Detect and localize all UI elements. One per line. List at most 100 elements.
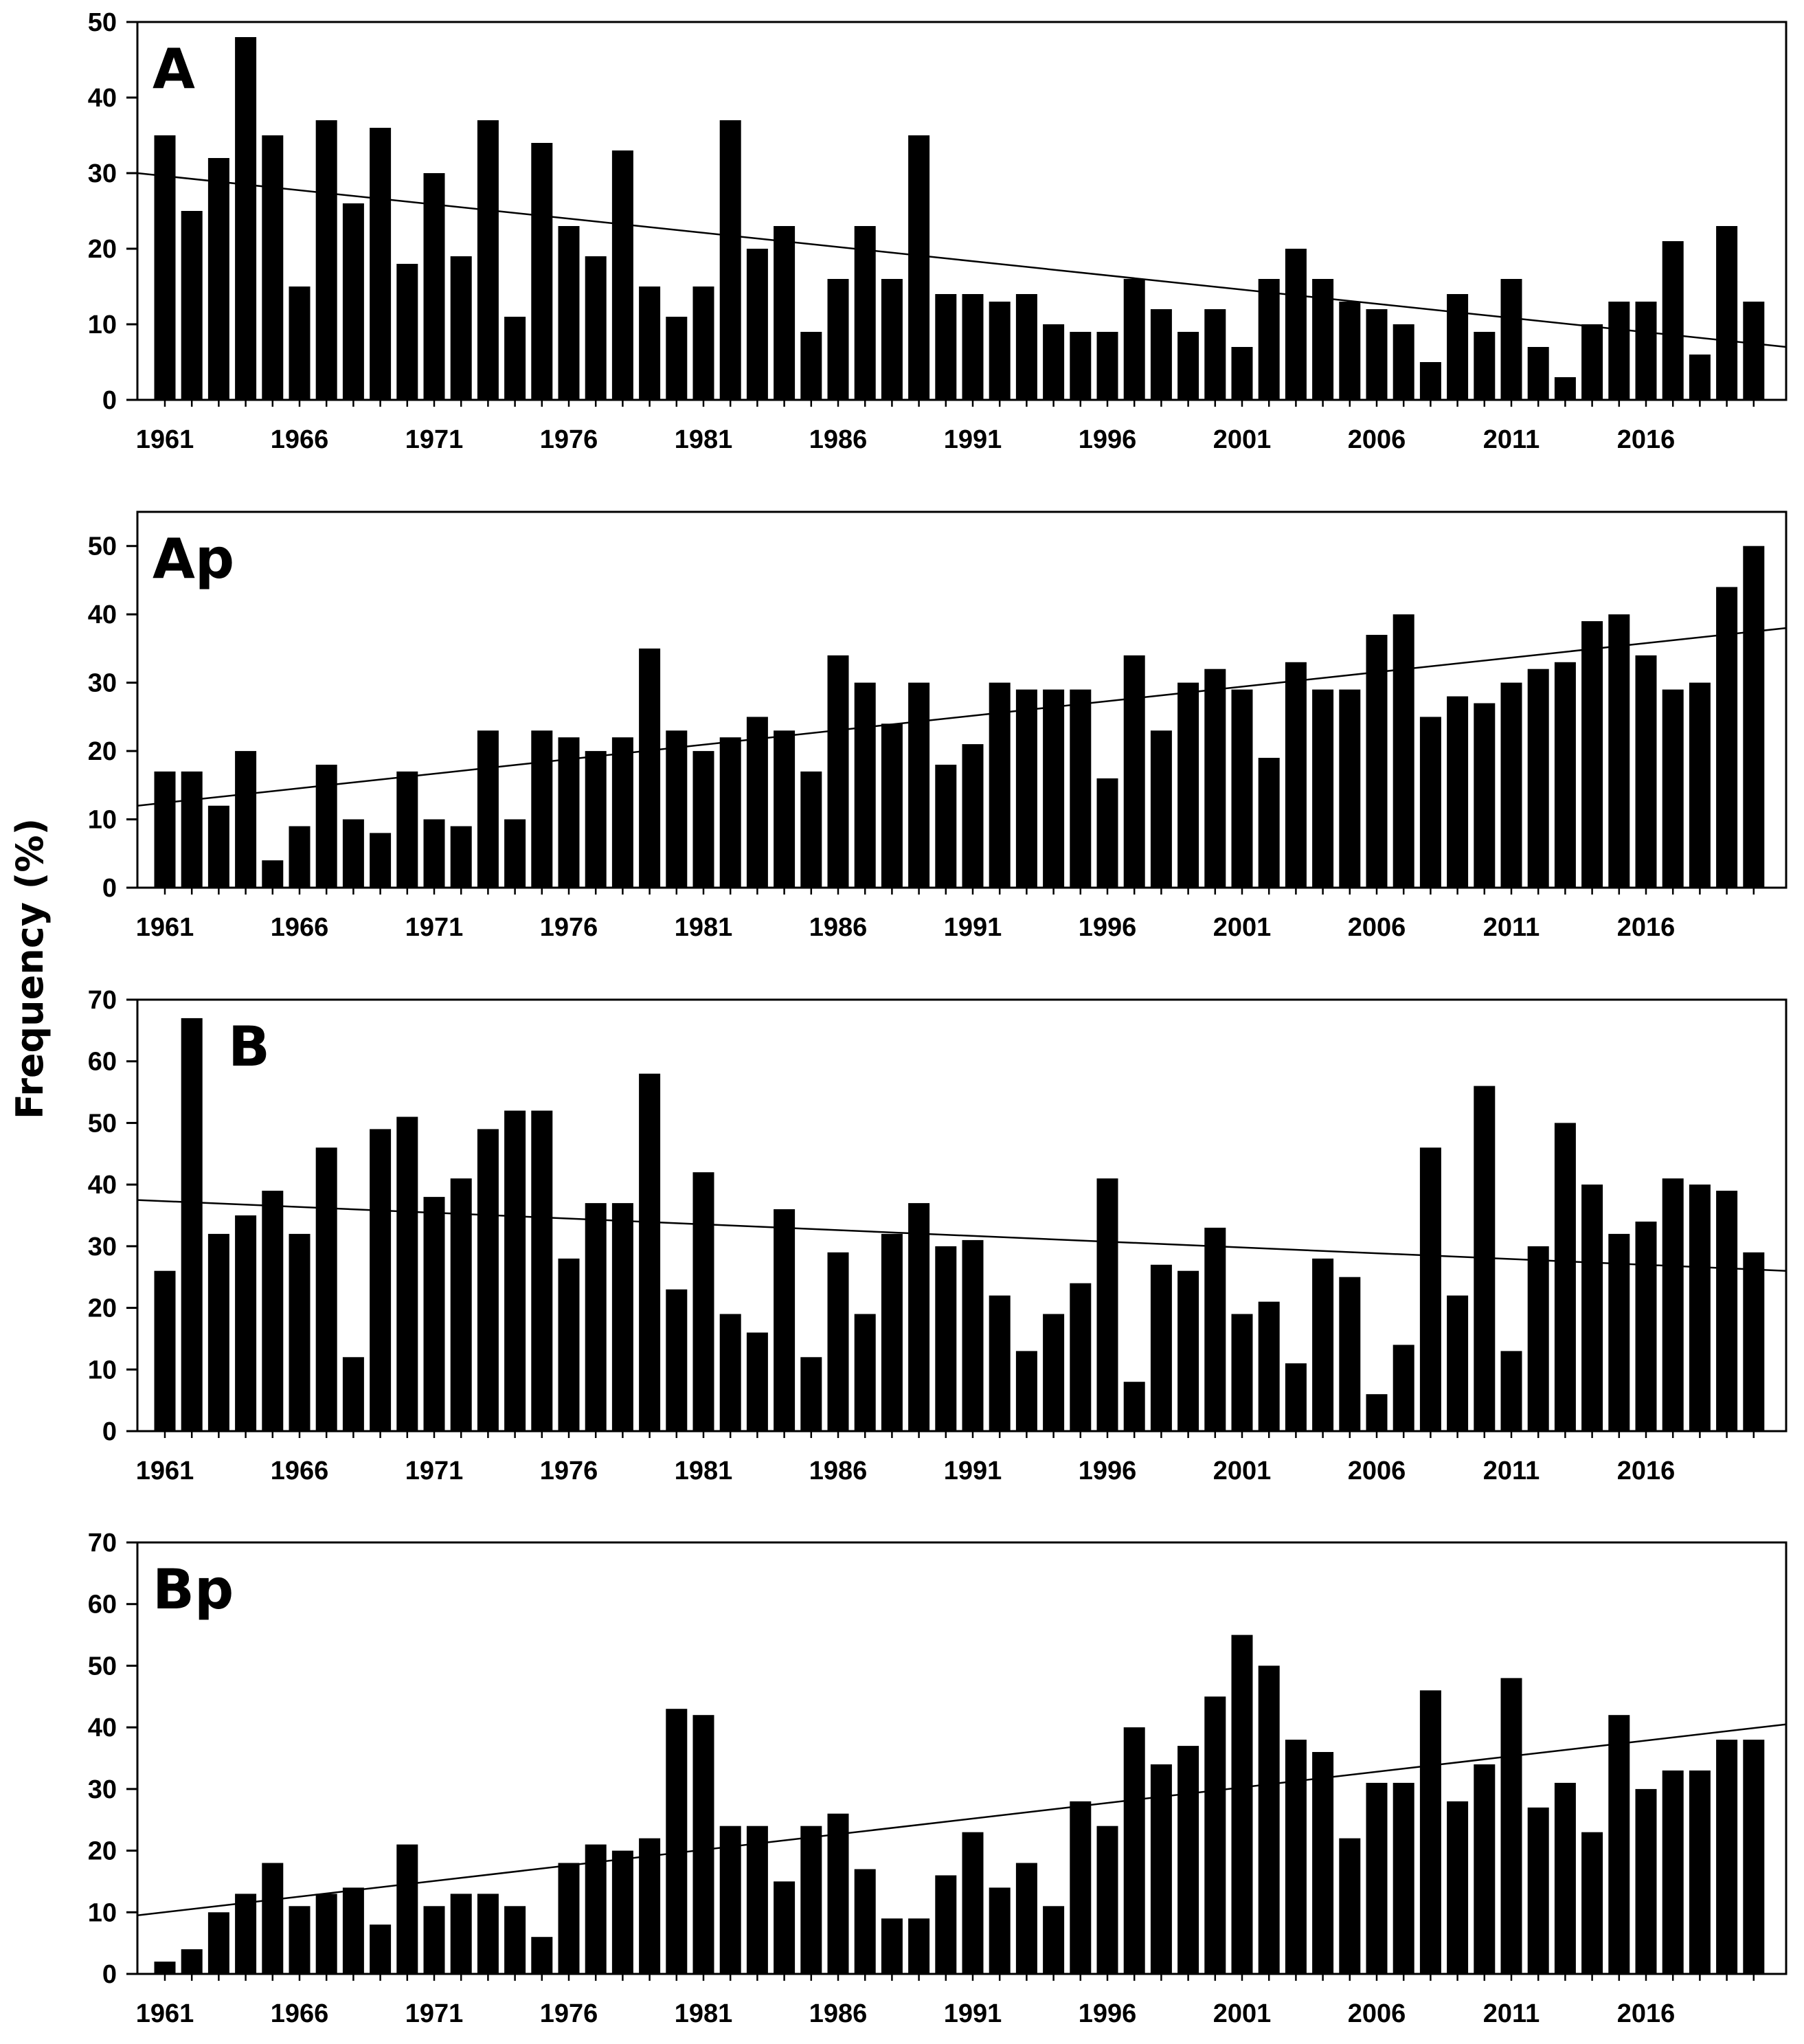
bar-2000 <box>1204 669 1226 888</box>
bar-1973 <box>477 730 499 888</box>
bar-2005 <box>1339 302 1361 400</box>
x-tick-label: 1961 <box>136 1457 194 1485</box>
bar-1962 <box>181 771 203 888</box>
bar-1966 <box>289 1233 311 1431</box>
x-tick-label: 1981 <box>675 1999 733 2028</box>
bar-1969 <box>370 128 392 400</box>
bar-1985 <box>800 1826 822 1974</box>
bar-1982 <box>719 737 741 888</box>
bar-2000 <box>1204 1227 1226 1431</box>
bar-1983 <box>746 1332 768 1431</box>
bar-2016 <box>1635 1788 1657 1974</box>
bar-1972 <box>450 256 472 400</box>
bar-1961 <box>154 771 176 888</box>
x-tick-label: 1996 <box>1079 913 1137 942</box>
bar-1965 <box>262 1191 284 1431</box>
bar-2013 <box>1554 377 1576 400</box>
bar-2006 <box>1366 1394 1388 1431</box>
bar-1992 <box>989 302 1011 400</box>
x-tick-label: 1976 <box>540 1457 598 1485</box>
x-tick-label: 1961 <box>136 1999 194 2028</box>
bar-2009 <box>1447 696 1469 888</box>
bar-1989 <box>908 135 930 400</box>
bar-1978 <box>611 150 633 400</box>
bar-2020 <box>1743 302 1765 400</box>
bar-1975 <box>531 143 553 400</box>
bar-2009 <box>1447 294 1469 400</box>
bar-1989 <box>908 1203 930 1431</box>
bar-2013 <box>1554 662 1576 888</box>
bar-1987 <box>854 226 876 400</box>
bar-1983 <box>746 1826 768 1974</box>
x-tick-label: 1986 <box>809 1999 868 2028</box>
x-tick-label: 2016 <box>1617 913 1676 942</box>
bar-1994 <box>1043 1314 1065 1431</box>
bar-1972 <box>450 826 472 888</box>
bar-1971 <box>423 1197 445 1431</box>
bar-1982 <box>719 1314 741 1431</box>
bar-2014 <box>1581 324 1603 400</box>
x-tick-label: 2006 <box>1348 425 1406 454</box>
x-tick-label: 1971 <box>405 913 464 942</box>
bar-1964 <box>235 751 257 888</box>
bar-1999 <box>1177 1270 1199 1431</box>
bar-1972 <box>450 1178 472 1431</box>
bar-1990 <box>935 1875 957 1974</box>
bar-1998 <box>1150 1264 1172 1431</box>
bar-1970 <box>396 1844 418 1974</box>
bar-1993 <box>1015 689 1037 888</box>
y-tick-label: 0 <box>102 1960 117 1989</box>
bar-1997 <box>1123 1727 1145 1974</box>
plot-frame <box>136 998 1788 1433</box>
bar-1977 <box>585 256 607 400</box>
bar-2005 <box>1339 1838 1361 1974</box>
bar-1986 <box>827 1813 849 1974</box>
x-tick-label: 2006 <box>1348 913 1406 942</box>
x-tick-label: 1996 <box>1079 425 1137 454</box>
bar-1973 <box>477 1129 499 1431</box>
x-tick-label: 1966 <box>271 1999 329 2028</box>
bar-1975 <box>531 730 553 888</box>
bar-1999 <box>1177 1746 1199 1974</box>
bar-1995 <box>1070 689 1092 888</box>
bar-2018 <box>1689 355 1711 400</box>
bar-1995 <box>1070 332 1092 400</box>
x-tick-label: 2011 <box>1483 1457 1540 1485</box>
bar-1996 <box>1096 778 1118 888</box>
x-tick-label: 1961 <box>136 913 194 942</box>
bar-1977 <box>585 751 607 888</box>
y-tick-label: 20 <box>88 1837 117 1866</box>
bar-1968 <box>342 203 364 400</box>
bar-1978 <box>611 1203 633 1431</box>
y-tick-label: 20 <box>88 1294 117 1323</box>
bar-2007 <box>1393 324 1414 400</box>
bar-1993 <box>1015 1351 1037 1431</box>
bar-2004 <box>1312 1752 1334 1974</box>
trend-line <box>137 1723 1787 1917</box>
x-tick-label: 2011 <box>1483 425 1540 454</box>
trend-line <box>137 627 1787 807</box>
x-tick-label: 1961 <box>136 425 194 454</box>
bar-1989 <box>908 682 930 888</box>
x-tick-label: 1976 <box>540 1999 598 2028</box>
bar-2002 <box>1258 1301 1280 1431</box>
bar-2012 <box>1527 347 1549 400</box>
bar-1967 <box>315 120 337 400</box>
bar-2012 <box>1527 1807 1549 1974</box>
bar-1975 <box>531 1110 553 1431</box>
y-axis-label: Frequency (%) <box>8 818 52 1119</box>
plot-frame <box>136 510 1788 889</box>
bar-2019 <box>1716 587 1738 888</box>
plot-frame <box>136 1541 1788 1975</box>
panel-bp: 0 10 20 30 40 50 60 70 1961 1966 1971 1976 1981 1986 1… <box>88 1529 1788 2028</box>
bar-2003 <box>1285 249 1307 400</box>
bar-1979 <box>639 1073 661 1431</box>
bar-2013 <box>1554 1123 1576 1431</box>
plot-frame <box>136 21 1788 401</box>
bar-1969 <box>370 1924 392 1974</box>
bar-2011 <box>1500 1351 1522 1431</box>
bar-1973 <box>477 1894 499 1974</box>
bar-1981 <box>692 751 714 888</box>
bar-2016 <box>1635 302 1657 400</box>
bar-2009 <box>1447 1801 1469 1974</box>
